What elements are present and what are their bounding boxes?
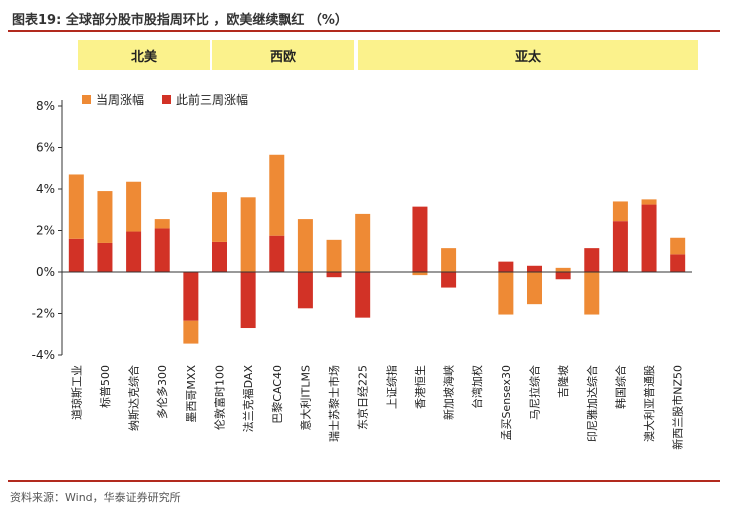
x-tick-label: 韩国综合 — [613, 365, 627, 409]
x-tick-label: 马尼拉综合 — [528, 365, 542, 420]
bar-current-week — [97, 191, 113, 243]
bar-prev-three-weeks — [441, 272, 457, 288]
bar-current-week — [584, 272, 600, 315]
region-label-asia-pacific: 亚太 — [514, 49, 541, 65]
y-tick-label: 2% — [36, 224, 55, 238]
bar-current-week — [441, 248, 457, 272]
x-tick-label: 伦敦富时100 — [213, 365, 227, 430]
bar-prev-three-weeks — [212, 241, 227, 272]
bar-current-week — [527, 272, 542, 305]
bar-prev-three-weeks — [555, 272, 571, 280]
x-tick-label: 吉隆坡 — [556, 365, 570, 398]
x-tick-label: 道琼斯工业 — [69, 365, 83, 420]
bar-prev-three-weeks — [498, 261, 514, 272]
bar-current-week — [212, 192, 227, 242]
bar-prev-three-weeks — [670, 254, 686, 272]
region-label-north-america: 北美 — [130, 49, 157, 65]
legend-item-current-week: 当周涨幅 — [82, 91, 144, 108]
x-tick-label: 孟买Sensex30 — [500, 365, 513, 441]
bar-current-week — [68, 174, 84, 239]
legend-swatch-prev-three-weeks — [162, 95, 172, 104]
x-tick-label: 法兰克福DAX — [241, 365, 255, 433]
stacked-bar-chart: -4% -2% 0% 2% 4% 6% 8% 道琼斯工业 标普500 纳斯达克综合 多伦多300 墨西… — [32, 99, 692, 450]
y-tick-label: 4% — [36, 182, 55, 196]
bar-prev-three-weeks — [355, 272, 371, 318]
legend-label-prev-three-weeks: 此前三周涨幅 — [176, 93, 249, 107]
y-tick-label: -2% — [32, 307, 55, 321]
bar-prev-three-weeks — [297, 272, 313, 309]
x-tick-label: 多伦多300 — [155, 365, 169, 419]
y-tick-label: 0% — [36, 265, 55, 279]
x-tick-label: 新西兰股市NZ50 — [671, 365, 685, 450]
bar-prev-three-weeks — [183, 272, 199, 321]
x-tick-label: 标普500 — [98, 365, 112, 408]
y-tick-label: -4% — [32, 348, 55, 362]
x-tick-label: 意大利ITLMS — [298, 365, 312, 431]
legend-swatch-current-week — [82, 95, 91, 104]
y-tick-label: 6% — [36, 141, 55, 155]
bar-prev-three-weeks — [584, 248, 600, 272]
region-label-western-europe: 西欧 — [269, 49, 296, 65]
legend-item-prev-three-weeks: 此前三周涨幅 — [162, 91, 248, 108]
bar-current-week — [670, 237, 686, 255]
bar-current-week — [297, 219, 313, 272]
bar-prev-three-weeks — [240, 272, 256, 329]
chart-title: 图表19: 全球部分股市股指周环比 ，欧美继续飘红 （%） — [12, 13, 348, 28]
x-tick-label: 瑞士苏黎士市场 — [327, 365, 341, 442]
bar-current-week — [641, 199, 657, 205]
region-asia-pacific: 亚太 — [358, 40, 698, 70]
region-north-america: 北美 — [78, 40, 210, 70]
bar-prev-three-weeks — [527, 265, 542, 272]
bar-current-week — [412, 272, 428, 276]
bar-prev-three-weeks — [269, 235, 285, 272]
x-tick-label: 纳斯达克综合 — [127, 365, 141, 431]
bar-current-week — [612, 201, 628, 222]
bar-current-week — [555, 267, 571, 272]
x-tick-label: 巴黎CAC40 — [270, 365, 284, 424]
source-note: 资料来源：Wind，华泰证券研究所 — [10, 491, 181, 504]
bar-current-week — [326, 239, 342, 272]
bar-prev-three-weeks — [326, 272, 342, 278]
footer-rule — [8, 480, 720, 482]
legend-label-current-week: 当周涨幅 — [96, 93, 145, 107]
bar-current-week — [183, 320, 199, 344]
bar-current-week — [240, 197, 256, 272]
x-tick-label: 新加坡海峡 — [442, 365, 456, 420]
bar-current-week — [498, 272, 514, 315]
x-tick-label: 墨西哥MXX — [185, 365, 198, 423]
legend: 当周涨幅 此前三周涨幅 — [82, 91, 248, 108]
y-tick-label: 8% — [36, 99, 55, 113]
bar-prev-three-weeks — [126, 231, 142, 272]
bar-prev-three-weeks — [412, 206, 428, 272]
x-tick-label: 台湾加权 — [470, 365, 484, 409]
bar-current-week — [269, 154, 285, 236]
title-bar: 图表19: 全球部分股市股指周环比 ，欧美继续飘红 （%） — [8, 6, 720, 32]
x-tick-label: 香港恒生 — [413, 365, 427, 409]
bar-current-week — [154, 219, 170, 229]
bar-prev-three-weeks — [97, 242, 113, 272]
x-tick-label: 印尼雅加达综合 — [585, 365, 599, 442]
x-tick-label: 东京日经225 — [356, 365, 370, 430]
region-western-europe: 西欧 — [212, 40, 354, 70]
bar-prev-three-weeks — [68, 238, 84, 272]
bar-current-week — [126, 181, 142, 232]
x-tick-label: 上证综指 — [384, 365, 398, 409]
bar-current-week — [355, 213, 371, 272]
bar-prev-three-weeks — [154, 228, 170, 272]
bar-prev-three-weeks — [612, 221, 628, 272]
x-tick-label: 澳大利亚普通股 — [642, 365, 656, 442]
bar-prev-three-weeks — [641, 204, 657, 272]
